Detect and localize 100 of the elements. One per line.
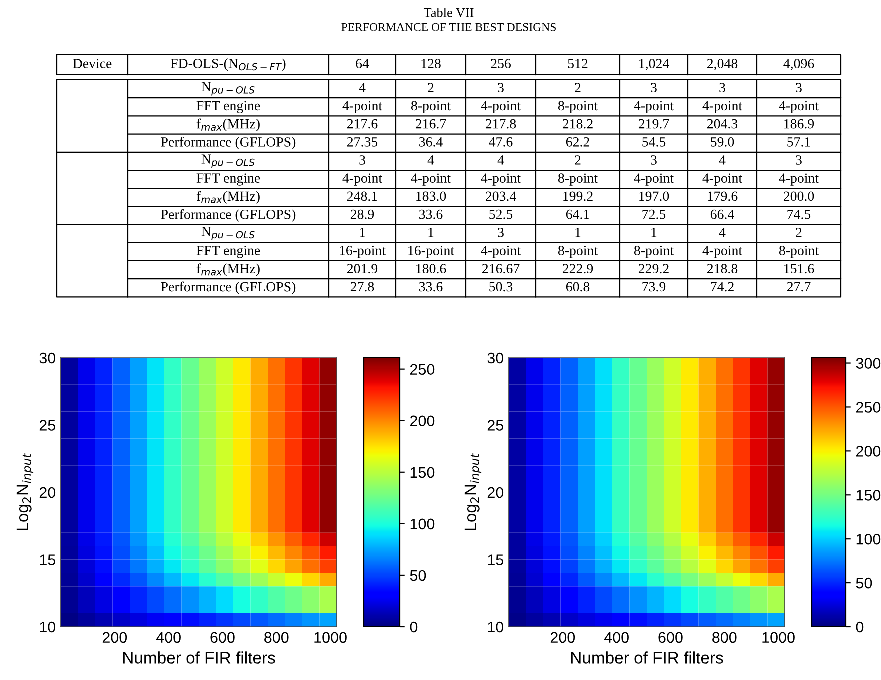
text: 3: [498, 228, 504, 238]
text: 74.2: [711, 282, 734, 292]
text: 197.0: [640, 192, 670, 202]
category-label: 512: [568, 59, 588, 68]
text: 47.6: [489, 137, 513, 147]
text: 4: [498, 156, 504, 165]
category-label: FFT engine: [196, 101, 260, 114]
text: 183.0: [416, 192, 446, 202]
text: 4-point: [779, 174, 819, 186]
color-bar-label: 300: [856, 358, 881, 369]
category-label: 64: [356, 59, 370, 68]
text: 62.2: [566, 137, 590, 147]
text: 2: [575, 156, 581, 165]
text: 200.0: [784, 192, 814, 202]
text: 50.3: [490, 282, 513, 292]
y-tick-label: 15: [488, 554, 504, 566]
text: 3: [360, 156, 366, 165]
color-bar-label: 150: [410, 467, 435, 478]
text: 186.9: [784, 119, 814, 129]
text: 216.67: [482, 264, 520, 274]
category-label: Performance (GFLOPS): [161, 136, 296, 150]
text: 57.1: [788, 138, 810, 147]
y-tick-label: 15: [40, 554, 56, 566]
x-tick-label: 200: [550, 632, 576, 644]
y-tick-label: 25: [40, 420, 56, 431]
text: 4: [719, 228, 726, 238]
x-tick-label: 1000: [762, 632, 795, 644]
text: 16-point: [340, 246, 386, 258]
text: 4-point: [779, 101, 819, 114]
text: 4-point: [342, 101, 382, 114]
text: 36.4: [420, 137, 443, 147]
text: 8-point: [634, 246, 674, 258]
text: 3: [651, 156, 657, 165]
text: 8-point: [558, 101, 598, 114]
text: 3: [498, 83, 504, 93]
text: 4-point: [481, 174, 521, 186]
color-bar-label: 50: [856, 578, 872, 589]
category-label: Performance (GFLOPS): [161, 209, 296, 222]
text: 219.7: [638, 119, 670, 129]
x-tick-label: 200: [102, 632, 128, 644]
y-tick-label: 10: [40, 622, 56, 633]
text: 2: [575, 83, 581, 92]
y-tick-label: 20: [40, 487, 56, 498]
category-label: 256: [491, 59, 511, 68]
y-tick-label: 25: [488, 420, 504, 431]
text: 33.6: [420, 210, 443, 220]
text: 8-point: [558, 246, 598, 258]
text: 222.9: [562, 264, 594, 274]
y-tick-label: 30: [40, 352, 56, 364]
category-label: Device: [73, 59, 112, 68]
text: 2: [796, 228, 802, 238]
text: 27.8: [350, 282, 374, 292]
y-tick-label: 20: [488, 487, 504, 498]
text: 74.5: [788, 210, 811, 220]
color-bar-label: 250: [856, 402, 881, 413]
text: 27.7: [787, 282, 811, 292]
text: Table VII: [424, 8, 474, 18]
y-axis-title: Log$_{2}$N$_{input}$: [464, 453, 482, 530]
text: 4-point: [634, 101, 674, 114]
text: 3: [796, 83, 802, 93]
category-label: f$_{max}$(MHz): [196, 118, 260, 132]
text: 4-point: [702, 246, 742, 258]
text: 66.4: [710, 210, 734, 220]
text: 2: [428, 83, 434, 92]
text: 217.8: [486, 119, 516, 129]
text: 248.1: [347, 192, 378, 202]
text: 28.9: [350, 210, 374, 220]
text: 4-point: [481, 101, 521, 114]
text: 8-point: [411, 101, 451, 114]
text: 218.2: [562, 119, 593, 129]
color-bar-label: 100: [856, 534, 881, 545]
text: 151.6: [784, 264, 814, 274]
x-tick-label: 1000: [314, 632, 347, 644]
category-label: Performance (GFLOPS): [161, 282, 296, 295]
text: 4-point: [481, 246, 521, 258]
text: 73.9: [642, 282, 666, 292]
text: 27.35: [347, 137, 378, 147]
color-bar-label: 50: [410, 570, 426, 582]
category-label: N$_{pu−OLS}$: [202, 82, 255, 96]
text: 3: [720, 83, 726, 93]
color-bar-label: 200: [410, 416, 435, 427]
text: 3: [651, 83, 657, 93]
text: 1: [652, 228, 657, 238]
category-label: 4,096: [784, 59, 814, 70]
text: 4: [719, 156, 726, 165]
y-axis-title: Log$_{2}$N$_{input}$: [16, 453, 34, 530]
category-label: FFT engine: [196, 246, 260, 258]
text: 1: [576, 228, 581, 238]
category-label: f$_{max}$(MHz): [196, 264, 260, 276]
text: 33.6: [420, 282, 443, 292]
text: 4-point: [702, 174, 742, 186]
text: 217.6: [347, 119, 378, 129]
text: 64.1: [566, 210, 590, 220]
text: 203.4: [486, 192, 516, 202]
x-tick-label: 600: [658, 632, 683, 644]
color-bar-label: 200: [856, 446, 881, 457]
text: 4-point: [411, 174, 451, 186]
category-label: N$_{pu−OLS}$: [202, 227, 255, 241]
text: 199.2: [564, 192, 593, 202]
text: 4: [359, 83, 366, 92]
